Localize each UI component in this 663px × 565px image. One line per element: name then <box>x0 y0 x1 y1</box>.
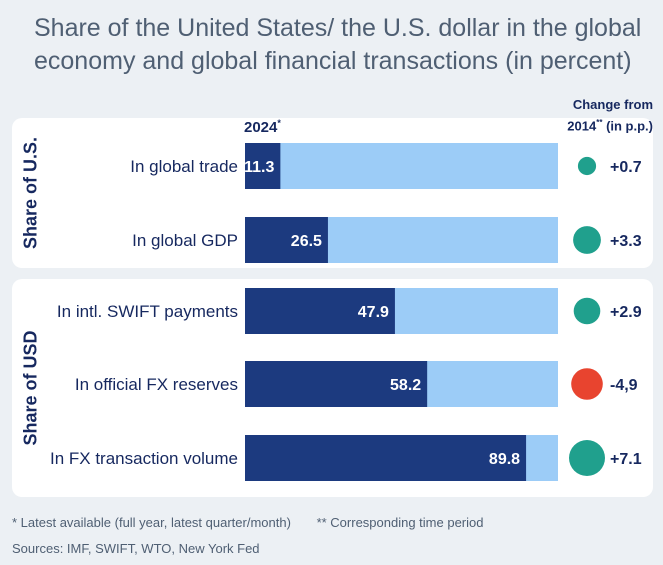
change-label-in-global-gdp: +3.3 <box>610 233 642 250</box>
change-label-in-official-fx-reserves: -4,9 <box>610 377 638 394</box>
bar-in-fx-transaction-volume <box>245 435 527 481</box>
sources-line: Sources: IMF, SWIFT, WTO, New York Fed <box>12 541 260 556</box>
change-column-header: Change from 2014** (in p.p.) <box>533 96 653 135</box>
change-bubble-in-official-fx-reserves <box>571 368 603 400</box>
bar-in-intl-swift-payments <box>245 288 395 334</box>
change-label-in-global-trade: +0.7 <box>610 159 642 176</box>
year-label: 2024* <box>244 118 281 136</box>
change-header-unit: (in p.p.) <box>602 118 653 134</box>
change-bubble-in-global-trade <box>577 156 597 176</box>
category-label-in-official-fx-reserves: In official FX reserves <box>75 375 238 394</box>
change-header-line2: 2014** (in p.p.) <box>533 114 653 135</box>
footnote-line: * Latest available (full year, latest qu… <box>12 515 506 530</box>
chart-title: Share of the United States/ the U.S. dol… <box>34 14 642 75</box>
footnote-latest: * Latest available (full year, latest qu… <box>12 515 291 530</box>
change-header-year: 2014 <box>567 118 597 134</box>
bar-remainder-in-global-trade <box>245 143 558 189</box>
bar-in-official-fx-reserves <box>245 361 428 407</box>
bar-in-global-gdp <box>245 217 328 263</box>
change-header-footnote-mark: ** <box>596 118 603 127</box>
category-label-in-global-trade: In global trade <box>130 157 238 176</box>
change-bubble-in-intl-swift-payments <box>573 297 601 325</box>
category-label-in-fx-transaction-volume: In FX transaction volume <box>50 449 238 468</box>
change-bubble-in-fx-transaction-volume <box>569 440 605 476</box>
change-label-in-intl-swift-payments: +2.9 <box>610 304 642 321</box>
year-footnote-mark: * <box>277 118 281 128</box>
change-bubble-in-global-gdp <box>573 226 601 254</box>
value-label-in-official-fx-reserves: 58.2 <box>390 377 421 394</box>
category-label-in-intl-swift-payments: In intl. SWIFT payments <box>57 302 238 321</box>
value-label-in-fx-transaction-volume: 89.8 <box>489 451 520 468</box>
change-header-line1: Change from <box>572 97 653 112</box>
bar-in-global-trade <box>245 143 281 189</box>
value-label-in-global-gdp: 26.5 <box>291 233 322 250</box>
year-value: 2024 <box>244 119 278 136</box>
value-label-in-intl-swift-payments: 47.9 <box>358 304 389 321</box>
footnote-corresponding: ** Corresponding time period <box>316 515 484 530</box>
category-label-in-global-gdp: In global GDP <box>132 231 238 250</box>
value-label-in-global-trade: 11.3 <box>244 159 274 176</box>
change-label-in-fx-transaction-volume: +7.1 <box>610 451 642 468</box>
